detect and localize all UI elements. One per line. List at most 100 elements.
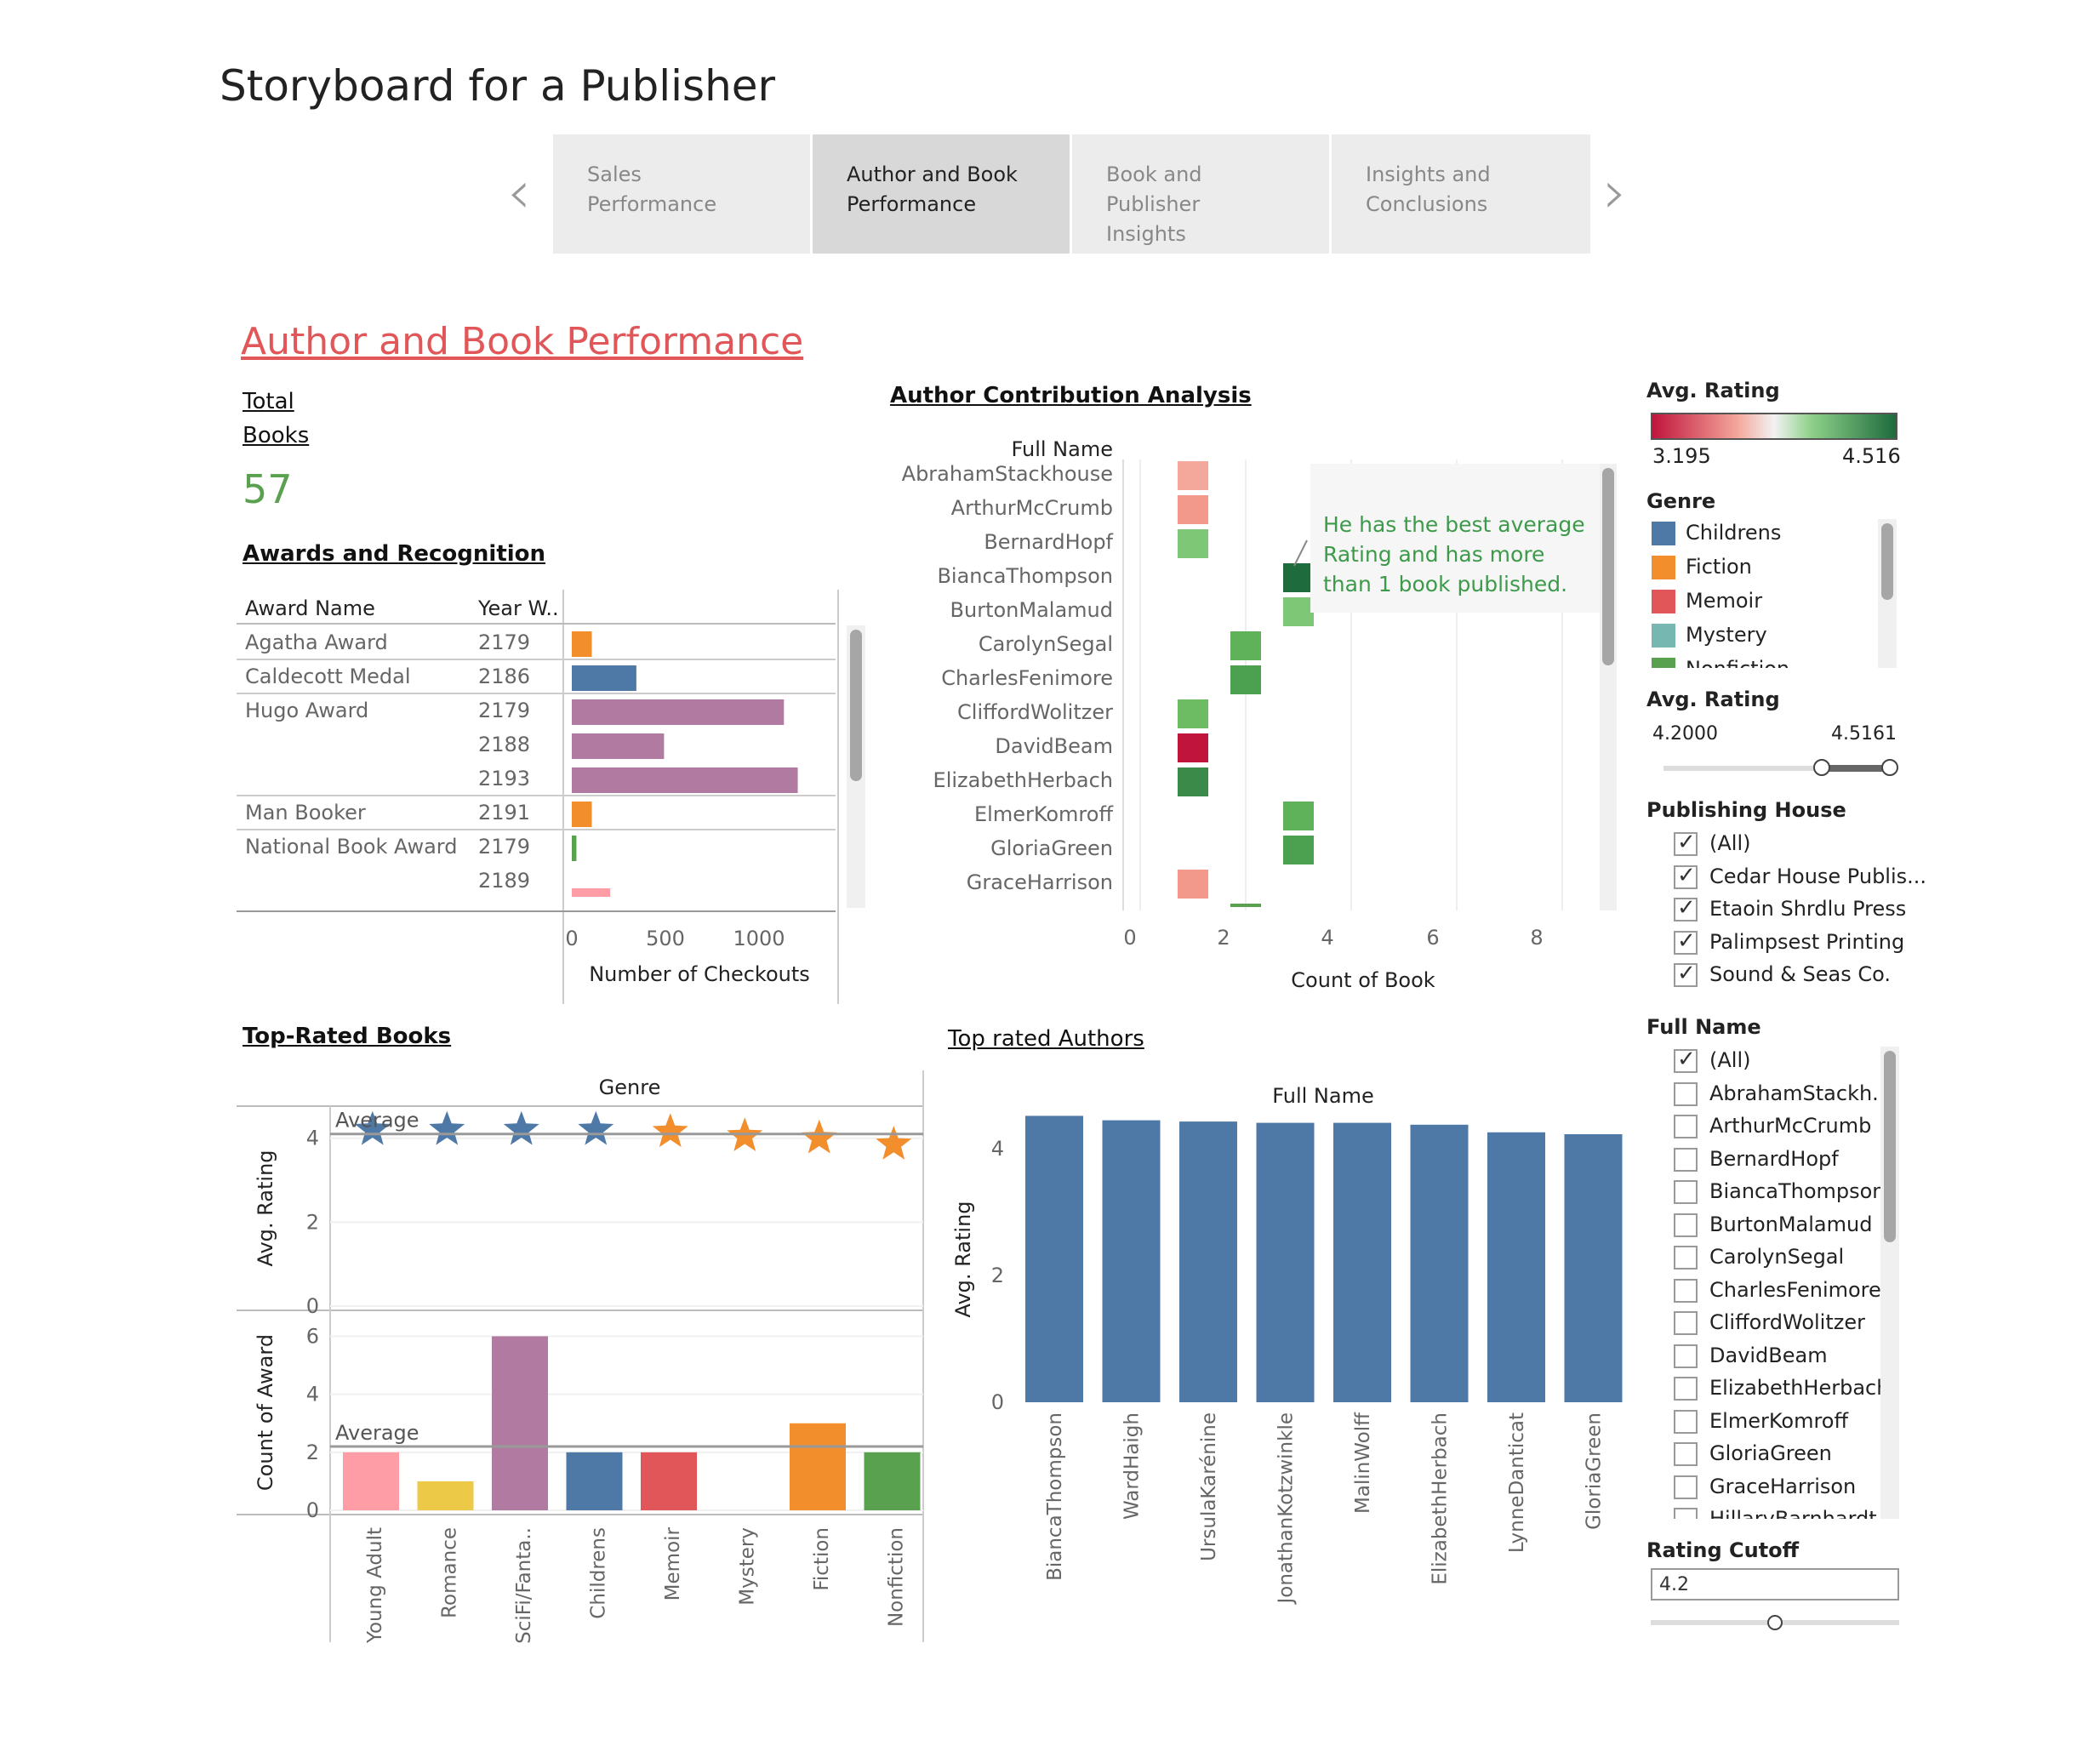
award-bar[interactable] bbox=[572, 802, 592, 827]
publishing-house-option[interactable]: (All) bbox=[1674, 830, 1903, 859]
publishing-house-option[interactable]: Etaoin Shrdlu Press bbox=[1674, 895, 1906, 924]
fullname-checkbox[interactable] bbox=[1674, 1508, 1698, 1519]
author-count-mark[interactable] bbox=[1283, 563, 1314, 592]
author-rating-bar[interactable] bbox=[1333, 1122, 1391, 1402]
fullname-option[interactable]: BurtonMalamud bbox=[1674, 1211, 1885, 1240]
publishing-house-option[interactable]: Palimpsest Printing bbox=[1674, 928, 1904, 957]
award-bar[interactable] bbox=[572, 767, 798, 793]
fullname-option[interactable]: AbrahamStackh... bbox=[1674, 1080, 1885, 1109]
author-count-mark[interactable] bbox=[1230, 631, 1261, 660]
author-rating-bar[interactable] bbox=[1025, 1116, 1083, 1402]
fullname-checkbox[interactable] bbox=[1674, 1278, 1698, 1303]
rating-star-mark[interactable] bbox=[503, 1110, 539, 1145]
fullname-checkbox[interactable] bbox=[1674, 1377, 1698, 1401]
fullname-checkbox[interactable] bbox=[1674, 1475, 1698, 1499]
author-count-mark[interactable] bbox=[1178, 733, 1208, 762]
tab-sales-performance[interactable]: Sales Performance bbox=[553, 134, 810, 254]
award-count-bar[interactable] bbox=[492, 1336, 548, 1510]
award-count-bar[interactable] bbox=[641, 1452, 697, 1510]
rating-range-max-handle[interactable] bbox=[1881, 759, 1898, 776]
author-rating-bar[interactable] bbox=[1487, 1132, 1545, 1402]
fullname-checkbox[interactable] bbox=[1674, 1115, 1698, 1138]
prev-arrow-icon[interactable]: ‹ bbox=[507, 157, 531, 227]
genre-scrollbar-thumb[interactable] bbox=[1881, 523, 1893, 600]
author-rating-bar[interactable] bbox=[1179, 1121, 1237, 1402]
fullname-checkbox[interactable] bbox=[1674, 1344, 1698, 1368]
author-count-mark[interactable] bbox=[1178, 529, 1208, 558]
fullname-checkbox[interactable] bbox=[1674, 1212, 1698, 1237]
author-rating-bar[interactable] bbox=[1256, 1122, 1315, 1402]
contrib-scrollbar-thumb[interactable] bbox=[1602, 468, 1614, 665]
publishing-house-checkbox[interactable] bbox=[1674, 863, 1698, 889]
fullname-scrollbar-thumb[interactable] bbox=[1884, 1051, 1896, 1242]
rating-star-mark[interactable] bbox=[652, 1113, 688, 1148]
tab-insights-conclusions[interactable]: Insights and Conclusions bbox=[1332, 134, 1590, 254]
fullname-option[interactable]: DavidBeam bbox=[1674, 1342, 1885, 1371]
fullname-checkbox[interactable] bbox=[1674, 1442, 1698, 1466]
fullname-option[interactable]: CliffordWolitzer bbox=[1674, 1309, 1885, 1338]
award-count-bar[interactable] bbox=[566, 1452, 623, 1510]
fullname-option[interactable]: GraceHarrison bbox=[1674, 1473, 1885, 1502]
rating-star-mark[interactable] bbox=[876, 1126, 912, 1160]
author-count-mark[interactable] bbox=[1283, 836, 1314, 864]
fullname-option[interactable]: ArthurMcCrumb bbox=[1674, 1112, 1885, 1141]
awards-chart: Award Name Year W.. Agatha Award 2179 Cald… bbox=[237, 590, 839, 1004]
award-bar[interactable] bbox=[572, 888, 611, 897]
fullname-option[interactable]: ElmerKomroff bbox=[1674, 1407, 1885, 1436]
author-count-mark[interactable] bbox=[1178, 495, 1208, 524]
rating-cutoff-input[interactable] bbox=[1651, 1568, 1899, 1600]
fullname-checkbox[interactable] bbox=[1674, 1081, 1698, 1106]
publishing-house-option[interactable]: Cedar House Publis... bbox=[1674, 863, 1926, 892]
rating-star-mark[interactable] bbox=[801, 1119, 837, 1154]
tab-author-book-performance[interactable]: Author and Book Performance bbox=[813, 134, 1070, 254]
author-count-mark[interactable] bbox=[1230, 665, 1261, 694]
awards-scrollbar-thumb[interactable] bbox=[850, 630, 862, 781]
fullname-checkbox[interactable] bbox=[1674, 1047, 1698, 1073]
publishing-house-checkbox[interactable] bbox=[1674, 830, 1698, 856]
author-name-label: ArthurMcCrumb bbox=[951, 496, 1113, 520]
author-count-mark[interactable] bbox=[1178, 870, 1208, 899]
fullname-option[interactable]: ElizabethHerbach bbox=[1674, 1374, 1885, 1403]
award-count-bar[interactable] bbox=[417, 1481, 474, 1510]
fullname-option[interactable]: (All) bbox=[1674, 1047, 1885, 1076]
publishing-house-checkbox[interactable] bbox=[1674, 895, 1698, 922]
author-count-mark[interactable] bbox=[1283, 802, 1314, 830]
fullname-option[interactable]: BernardHopf bbox=[1674, 1145, 1885, 1174]
author-count-mark[interactable] bbox=[1178, 699, 1208, 728]
fullname-checkbox[interactable] bbox=[1674, 1180, 1698, 1204]
fullname-option[interactable]: CharlesFenimore bbox=[1674, 1276, 1885, 1305]
fullname-checkbox[interactable] bbox=[1674, 1409, 1698, 1434]
fullname-checkbox[interactable] bbox=[1674, 1246, 1698, 1270]
rating-cutoff-handle[interactable] bbox=[1767, 1615, 1783, 1630]
author-count-mark[interactable] bbox=[1178, 767, 1208, 796]
rating-star-mark[interactable] bbox=[429, 1110, 465, 1145]
author-rating-bar[interactable] bbox=[1410, 1124, 1469, 1402]
rating-star-mark[interactable] bbox=[354, 1110, 391, 1145]
rating-star-mark[interactable] bbox=[578, 1110, 614, 1145]
fullname-option[interactable]: CarolynSegal bbox=[1674, 1243, 1885, 1272]
author-rating-bar[interactable] bbox=[1102, 1120, 1161, 1402]
award-bar[interactable] bbox=[572, 836, 577, 861]
rating-range-min-handle[interactable] bbox=[1813, 759, 1830, 776]
award-bar[interactable] bbox=[572, 631, 592, 657]
author-rating-bar[interactable] bbox=[1564, 1134, 1623, 1402]
award-bar[interactable] bbox=[572, 733, 665, 759]
award-bar[interactable] bbox=[572, 665, 636, 691]
author-contrib-chart: Full Name AbrahamStackhouse ArthurMcCrumb… bbox=[902, 437, 1600, 992]
award-count-bar[interactable] bbox=[864, 1452, 921, 1510]
fullname-checkbox[interactable] bbox=[1674, 1147, 1698, 1172]
award-bar[interactable] bbox=[572, 699, 785, 725]
fullname-checkbox[interactable] bbox=[1674, 1311, 1698, 1335]
fullname-option[interactable]: HillaryBarnhardt bbox=[1674, 1505, 1885, 1519]
publishing-house-checkbox[interactable] bbox=[1674, 928, 1698, 955]
author-count-mark[interactable] bbox=[1283, 597, 1314, 626]
tab-book-publisher-insights[interactable]: Book and Publisher Insights bbox=[1072, 134, 1329, 254]
award-count-bar[interactable] bbox=[343, 1452, 399, 1510]
fullname-option[interactable]: GloriaGreen bbox=[1674, 1440, 1885, 1469]
publishing-house-option[interactable]: Sound & Seas Co. bbox=[1674, 961, 1903, 990]
publishing-house-checkbox[interactable] bbox=[1674, 961, 1698, 987]
author-count-mark[interactable] bbox=[1178, 461, 1208, 490]
fullname-option[interactable]: BiancaThompson bbox=[1674, 1178, 1885, 1207]
award-count-bar[interactable] bbox=[790, 1423, 846, 1510]
next-arrow-icon[interactable]: › bbox=[1603, 157, 1627, 227]
